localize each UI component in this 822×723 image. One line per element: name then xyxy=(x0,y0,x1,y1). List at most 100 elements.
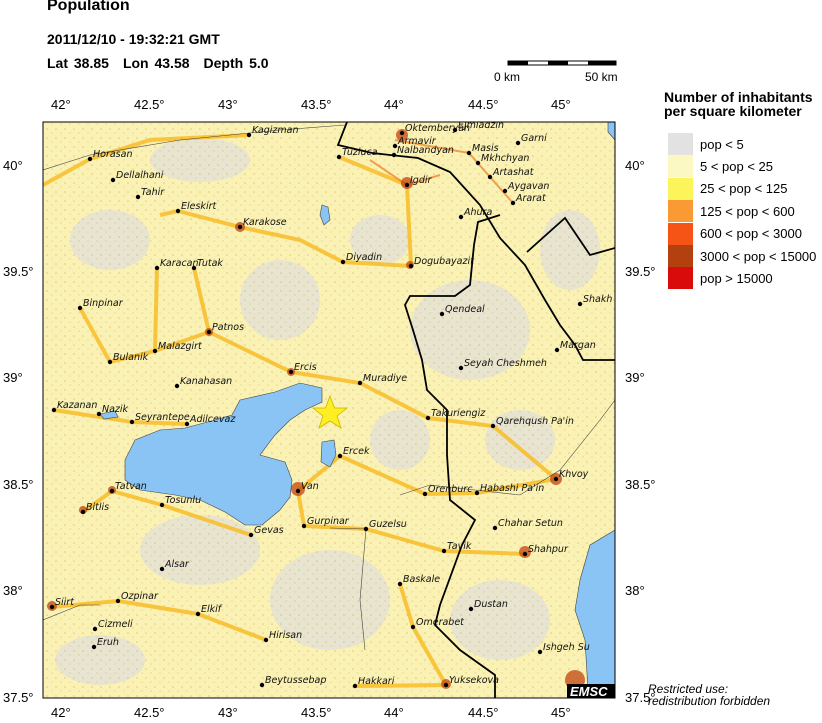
city-label: Alsar xyxy=(164,559,190,570)
city: Chahar Setun xyxy=(492,518,563,531)
city-label: Bulanik xyxy=(113,352,149,363)
legend-item: 125 < pop < 600 xyxy=(668,200,795,223)
city-dot xyxy=(554,347,560,353)
lon-tick-label: 44.5° xyxy=(468,705,499,720)
city-label: Ozpinar xyxy=(121,591,159,602)
city: Orenburc xyxy=(422,484,473,497)
city: Igdir xyxy=(404,175,433,188)
star-icon xyxy=(311,394,349,429)
city: Patnos xyxy=(206,322,244,335)
city-dot xyxy=(502,188,508,194)
lon-tick-label: 45° xyxy=(551,97,571,112)
city: Siirt xyxy=(49,597,75,610)
city-dot xyxy=(77,305,83,311)
city-label: Aygavan xyxy=(507,181,549,192)
lon-tick-label: 42.5° xyxy=(134,97,165,112)
city: Aygavan xyxy=(502,181,549,194)
city-label: Ercek xyxy=(343,446,370,457)
city: Bitlis xyxy=(80,502,109,515)
city: Dogubayazit xyxy=(408,256,475,269)
scale-bar xyxy=(507,60,617,66)
city-dot xyxy=(577,301,583,307)
scale-end-label: 50 km xyxy=(585,70,618,84)
city: Gevas xyxy=(248,525,284,538)
city: Ishgeh Su xyxy=(537,642,590,655)
legend-title: Number of inhabitants per square kilomete… xyxy=(664,90,813,118)
lon-tick-label: 43° xyxy=(218,705,238,720)
city-label: Shahpur xyxy=(528,544,569,555)
city-label: Oktemberyan xyxy=(405,123,470,134)
city: Armavir xyxy=(392,136,437,149)
city: Qendeal xyxy=(439,304,485,317)
city: Gurpinar xyxy=(301,516,350,529)
city-label: Margan xyxy=(560,340,596,351)
city-dot xyxy=(553,476,559,482)
legend-label: pop > 15000 xyxy=(700,270,773,286)
city-dot xyxy=(422,491,428,497)
legend-swatch xyxy=(668,133,693,155)
city-label: Bitlis xyxy=(86,502,109,513)
city-label: Seyrantepe xyxy=(135,412,190,423)
city-label: Dellalhani xyxy=(116,170,164,181)
city-dot xyxy=(510,200,516,206)
lake-ercek xyxy=(320,439,337,468)
city-dot xyxy=(340,259,346,265)
city-label: Garni xyxy=(521,133,547,144)
usage-line1: Restricted use: xyxy=(648,682,729,696)
legend-item: 3000 < pop < 15000 xyxy=(668,245,816,267)
lat-tick-label: 40° xyxy=(625,158,645,173)
city: Malazgirt xyxy=(152,341,203,354)
legend-label: 3000 < pop < 15000 xyxy=(700,248,817,264)
event-coordinates: Lat 38.85 Lon 43.58 Depth 5.0 xyxy=(47,55,283,71)
city-dot xyxy=(397,581,403,587)
city-label: Hirisan xyxy=(269,630,302,641)
city-label: Tosunlu xyxy=(165,495,201,506)
city-label: Tatvan xyxy=(115,481,147,492)
city-label: Dustan xyxy=(474,599,508,610)
city-dot xyxy=(458,365,464,371)
city-dot xyxy=(195,611,201,617)
city-label: Tutak xyxy=(197,258,223,269)
city-dot xyxy=(288,369,294,375)
city-dot xyxy=(184,421,190,427)
city-dot xyxy=(49,604,55,610)
city-dot xyxy=(537,649,543,655)
city: Shahpur xyxy=(522,544,569,557)
city-dot xyxy=(439,311,445,317)
legend-label: 125 < pop < 600 xyxy=(700,203,795,219)
city-label: Karakose xyxy=(243,217,287,228)
city-label: Beytussebap xyxy=(265,675,326,686)
city-dot xyxy=(441,548,447,554)
city-dot xyxy=(154,265,160,271)
city-label: Kagizman xyxy=(252,125,298,136)
city: Hakkari xyxy=(352,676,395,689)
city-label: Omerabet xyxy=(416,617,465,628)
city: Binpinar xyxy=(77,298,124,311)
city-dot xyxy=(425,415,431,421)
emsc-logo-text: EMSC xyxy=(570,684,608,699)
legend-title-line1: Number of inhabitants xyxy=(664,89,813,105)
city-label: Qarehqush Pa'in xyxy=(496,416,574,427)
city-label: Binpinar xyxy=(83,298,124,309)
city: Ercis xyxy=(288,362,317,375)
lat-tick-label: 37.5° xyxy=(625,690,656,705)
city: Garni xyxy=(515,133,547,146)
legend-swatch xyxy=(668,200,693,223)
lat-tick-label: 39° xyxy=(625,370,645,385)
city-label: Tavik xyxy=(447,541,472,552)
city-label: Dogubayazit xyxy=(414,256,475,267)
depth: Depth 5.0 xyxy=(203,55,269,71)
legend-label: pop < 5 xyxy=(700,136,744,152)
legend-label: 25 < pop < 125 xyxy=(700,181,788,197)
city-label: Eruh xyxy=(97,637,119,648)
city-label: Adilcevaz xyxy=(189,414,236,425)
city: Omerabet xyxy=(410,617,465,630)
lon-tick-label: 44.5° xyxy=(468,97,499,112)
city-dot xyxy=(135,194,141,200)
city-label: Orenburc xyxy=(428,484,473,495)
city-dot xyxy=(337,453,343,459)
city: Tatvan xyxy=(109,481,147,494)
legend-swatch xyxy=(668,267,693,290)
lat-tick-label: 40° xyxy=(3,158,23,173)
emsc-logo xyxy=(567,684,615,698)
